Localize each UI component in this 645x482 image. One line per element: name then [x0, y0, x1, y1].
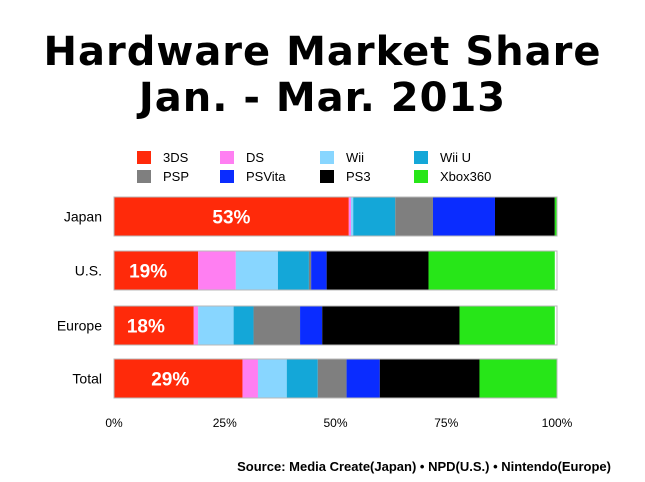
bar-segment-total-wii — [257, 359, 287, 398]
source-note: Source: Media Create(Japan) • NPD(U.S.) … — [237, 459, 611, 474]
data-label-europe: 18% — [127, 317, 165, 338]
chart-title-line-2: Jan. - Mar. 2013 — [138, 75, 507, 121]
bar-segment-u-s-wii-u — [277, 251, 309, 290]
legend-swatch-wii-u — [414, 151, 428, 164]
bar-outline-u-s — [113, 250, 558, 291]
bar-outline-japan — [113, 196, 558, 237]
x-tick-4: 100% — [542, 416, 573, 430]
bar-segment-total-psp — [317, 359, 347, 398]
bar-segment-japan-wii — [351, 197, 354, 236]
bar-segment-total-3ds — [114, 359, 243, 398]
legend-swatch-xbox360 — [414, 170, 428, 183]
legend-label-wii: Wii — [346, 150, 364, 165]
legend-label-psvita: PSVita — [246, 169, 286, 184]
legend-swatch-wii — [320, 151, 334, 164]
bar-segment-europe-wii — [198, 306, 234, 345]
bar-segment-u-s-psvita — [311, 251, 327, 290]
bar-segment-japan-ds — [348, 197, 352, 236]
bar-segment-total-xbox360 — [479, 359, 557, 398]
x-tick-2: 50% — [323, 416, 347, 430]
category-label-japan: Japan — [64, 209, 102, 225]
bar-outline-europe — [113, 305, 558, 346]
bar-segment-japan-psvita — [432, 197, 495, 236]
legend-swatch-psvita — [220, 170, 234, 183]
bar-segment-europe-ps3 — [322, 306, 460, 345]
legend-label-wii-u: Wii U — [440, 150, 471, 165]
bar-segment-u-s-psp — [308, 251, 312, 290]
bar-segment-total-psvita — [346, 359, 380, 398]
x-tick-0: 0% — [105, 416, 123, 430]
legend-swatch-ds — [220, 151, 234, 164]
chart-title-line-1: Hardware Market Share — [43, 29, 602, 75]
data-label-u-s: 19% — [129, 262, 167, 283]
bar-segment-japan-ps3 — [494, 197, 555, 236]
bar-segment-total-ps3 — [379, 359, 480, 398]
bar-segment-u-s-ps3 — [326, 251, 429, 290]
legend-swatch-psp — [137, 170, 151, 183]
bar-segment-u-s-xbox360 — [428, 251, 555, 290]
bar-segment-europe-psp — [253, 306, 301, 345]
bar-segment-total-ds — [242, 359, 258, 398]
legend-swatch-3ds — [137, 151, 151, 164]
x-tick-3: 75% — [434, 416, 458, 430]
bar-segment-u-s-3ds — [114, 251, 199, 290]
data-label-total: 29% — [151, 370, 189, 391]
bar-outline-total — [113, 358, 558, 399]
legend-swatch-ps3 — [320, 170, 334, 183]
bar-segment-europe-3ds — [114, 306, 194, 345]
x-tick-1: 25% — [213, 416, 237, 430]
category-label-europe: Europe — [57, 318, 102, 334]
bar-segment-europe-ds — [193, 306, 199, 345]
legend-label-ds: DS — [246, 150, 264, 165]
category-label-u-s: U.S. — [75, 263, 102, 279]
legend-label-xbox360: Xbox360 — [440, 169, 491, 184]
category-label-total: Total — [72, 371, 102, 387]
bar-segment-europe-psvita — [300, 306, 323, 345]
bar-segment-japan-psp — [395, 197, 433, 236]
bar-segment-japan-3ds — [114, 197, 349, 236]
bar-segment-japan-wii-u — [353, 197, 396, 236]
data-label-japan: 53% — [212, 208, 250, 229]
bar-segment-europe-xbox360 — [459, 306, 555, 345]
bar-segment-u-s-ds — [198, 251, 236, 290]
bar-segment-europe-wii-u — [233, 306, 254, 345]
bar-segment-u-s-wii — [235, 251, 278, 290]
bar-segment-japan-xbox360 — [554, 197, 557, 236]
bar-segment-total-wii-u — [286, 359, 318, 398]
legend-label-3ds: 3DS — [163, 150, 189, 165]
legend-label-psp: PSP — [163, 169, 189, 184]
legend-label-ps3: PS3 — [346, 169, 371, 184]
